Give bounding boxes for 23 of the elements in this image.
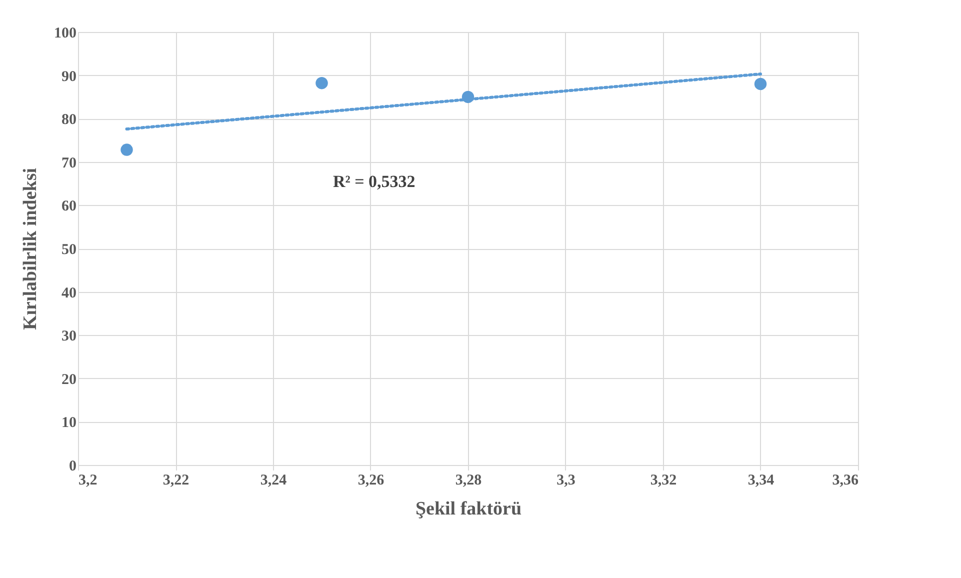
- x-tick-label: 3,2: [78, 472, 98, 488]
- annotation: R² = 0,5332: [333, 172, 416, 191]
- x-tick-label: 3,34: [748, 472, 775, 488]
- y-tick-label: 80: [62, 112, 76, 128]
- y-tick-label: 40: [62, 285, 76, 302]
- y-tick-label: 60: [62, 198, 76, 215]
- y-tick-label: 20: [62, 372, 76, 388]
- x-tick-label: 3,3: [556, 472, 576, 488]
- x-tick-label: 3,26: [358, 472, 385, 488]
- y-tick-label: 70: [62, 155, 76, 172]
- x-tick-label: 3,36: [832, 472, 859, 488]
- x-axis-title: Şekil faktörü: [415, 498, 522, 520]
- x-tick-label: 3,22: [162, 472, 190, 488]
- y-tick-label: 100: [54, 26, 76, 42]
- x-tick-label: 3,32: [650, 472, 677, 488]
- x-tick-label: 3,24: [260, 472, 288, 488]
- y-axis-title: Kırılabilrlik indeksi: [20, 168, 41, 330]
- y-tick-label: 30: [62, 328, 76, 345]
- x-tick-label: 3,28: [455, 472, 482, 488]
- y-tick-label: 10: [62, 415, 76, 432]
- y-tick-label: 50: [62, 242, 76, 258]
- y-tick-label: 0: [69, 458, 76, 474]
- y-tick-label: 90: [62, 68, 76, 85]
